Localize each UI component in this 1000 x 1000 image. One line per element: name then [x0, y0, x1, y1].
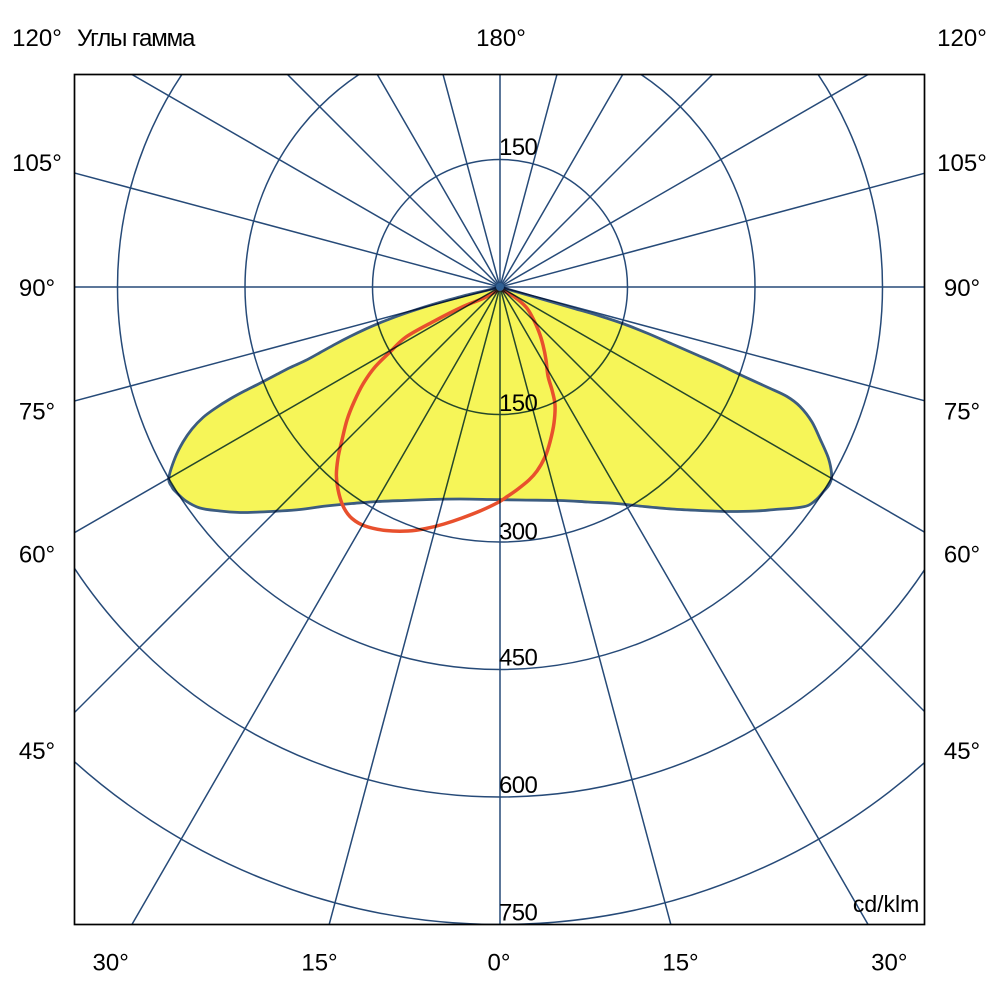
svg-text:105°: 105° [12, 150, 62, 177]
svg-text:75°: 75° [19, 399, 55, 426]
svg-text:750: 750 [499, 900, 537, 927]
svg-text:45°: 45° [944, 738, 980, 765]
svg-text:105°: 105° [937, 150, 987, 177]
svg-text:180°: 180° [476, 25, 526, 52]
svg-text:15°: 15° [301, 950, 337, 977]
svg-text:450: 450 [499, 645, 537, 672]
svg-text:60°: 60° [944, 542, 980, 569]
svg-text:15°: 15° [662, 950, 698, 977]
svg-text:30°: 30° [93, 950, 129, 977]
svg-text:150: 150 [499, 390, 537, 417]
svg-text:cd/klm: cd/klm [853, 891, 919, 917]
svg-text:30°: 30° [871, 950, 907, 977]
svg-text:120°: 120° [937, 25, 987, 52]
svg-text:Углы гамма: Углы гамма [77, 25, 196, 52]
svg-text:600: 600 [499, 772, 537, 799]
svg-text:60°: 60° [19, 542, 55, 569]
svg-text:120°: 120° [12, 25, 62, 52]
svg-text:45°: 45° [19, 738, 55, 765]
svg-text:0°: 0° [488, 950, 511, 977]
svg-text:90°: 90° [944, 275, 980, 302]
svg-text:75°: 75° [944, 399, 980, 426]
svg-text:300: 300 [499, 519, 537, 546]
svg-text:150: 150 [499, 134, 537, 161]
svg-text:90°: 90° [19, 275, 55, 302]
